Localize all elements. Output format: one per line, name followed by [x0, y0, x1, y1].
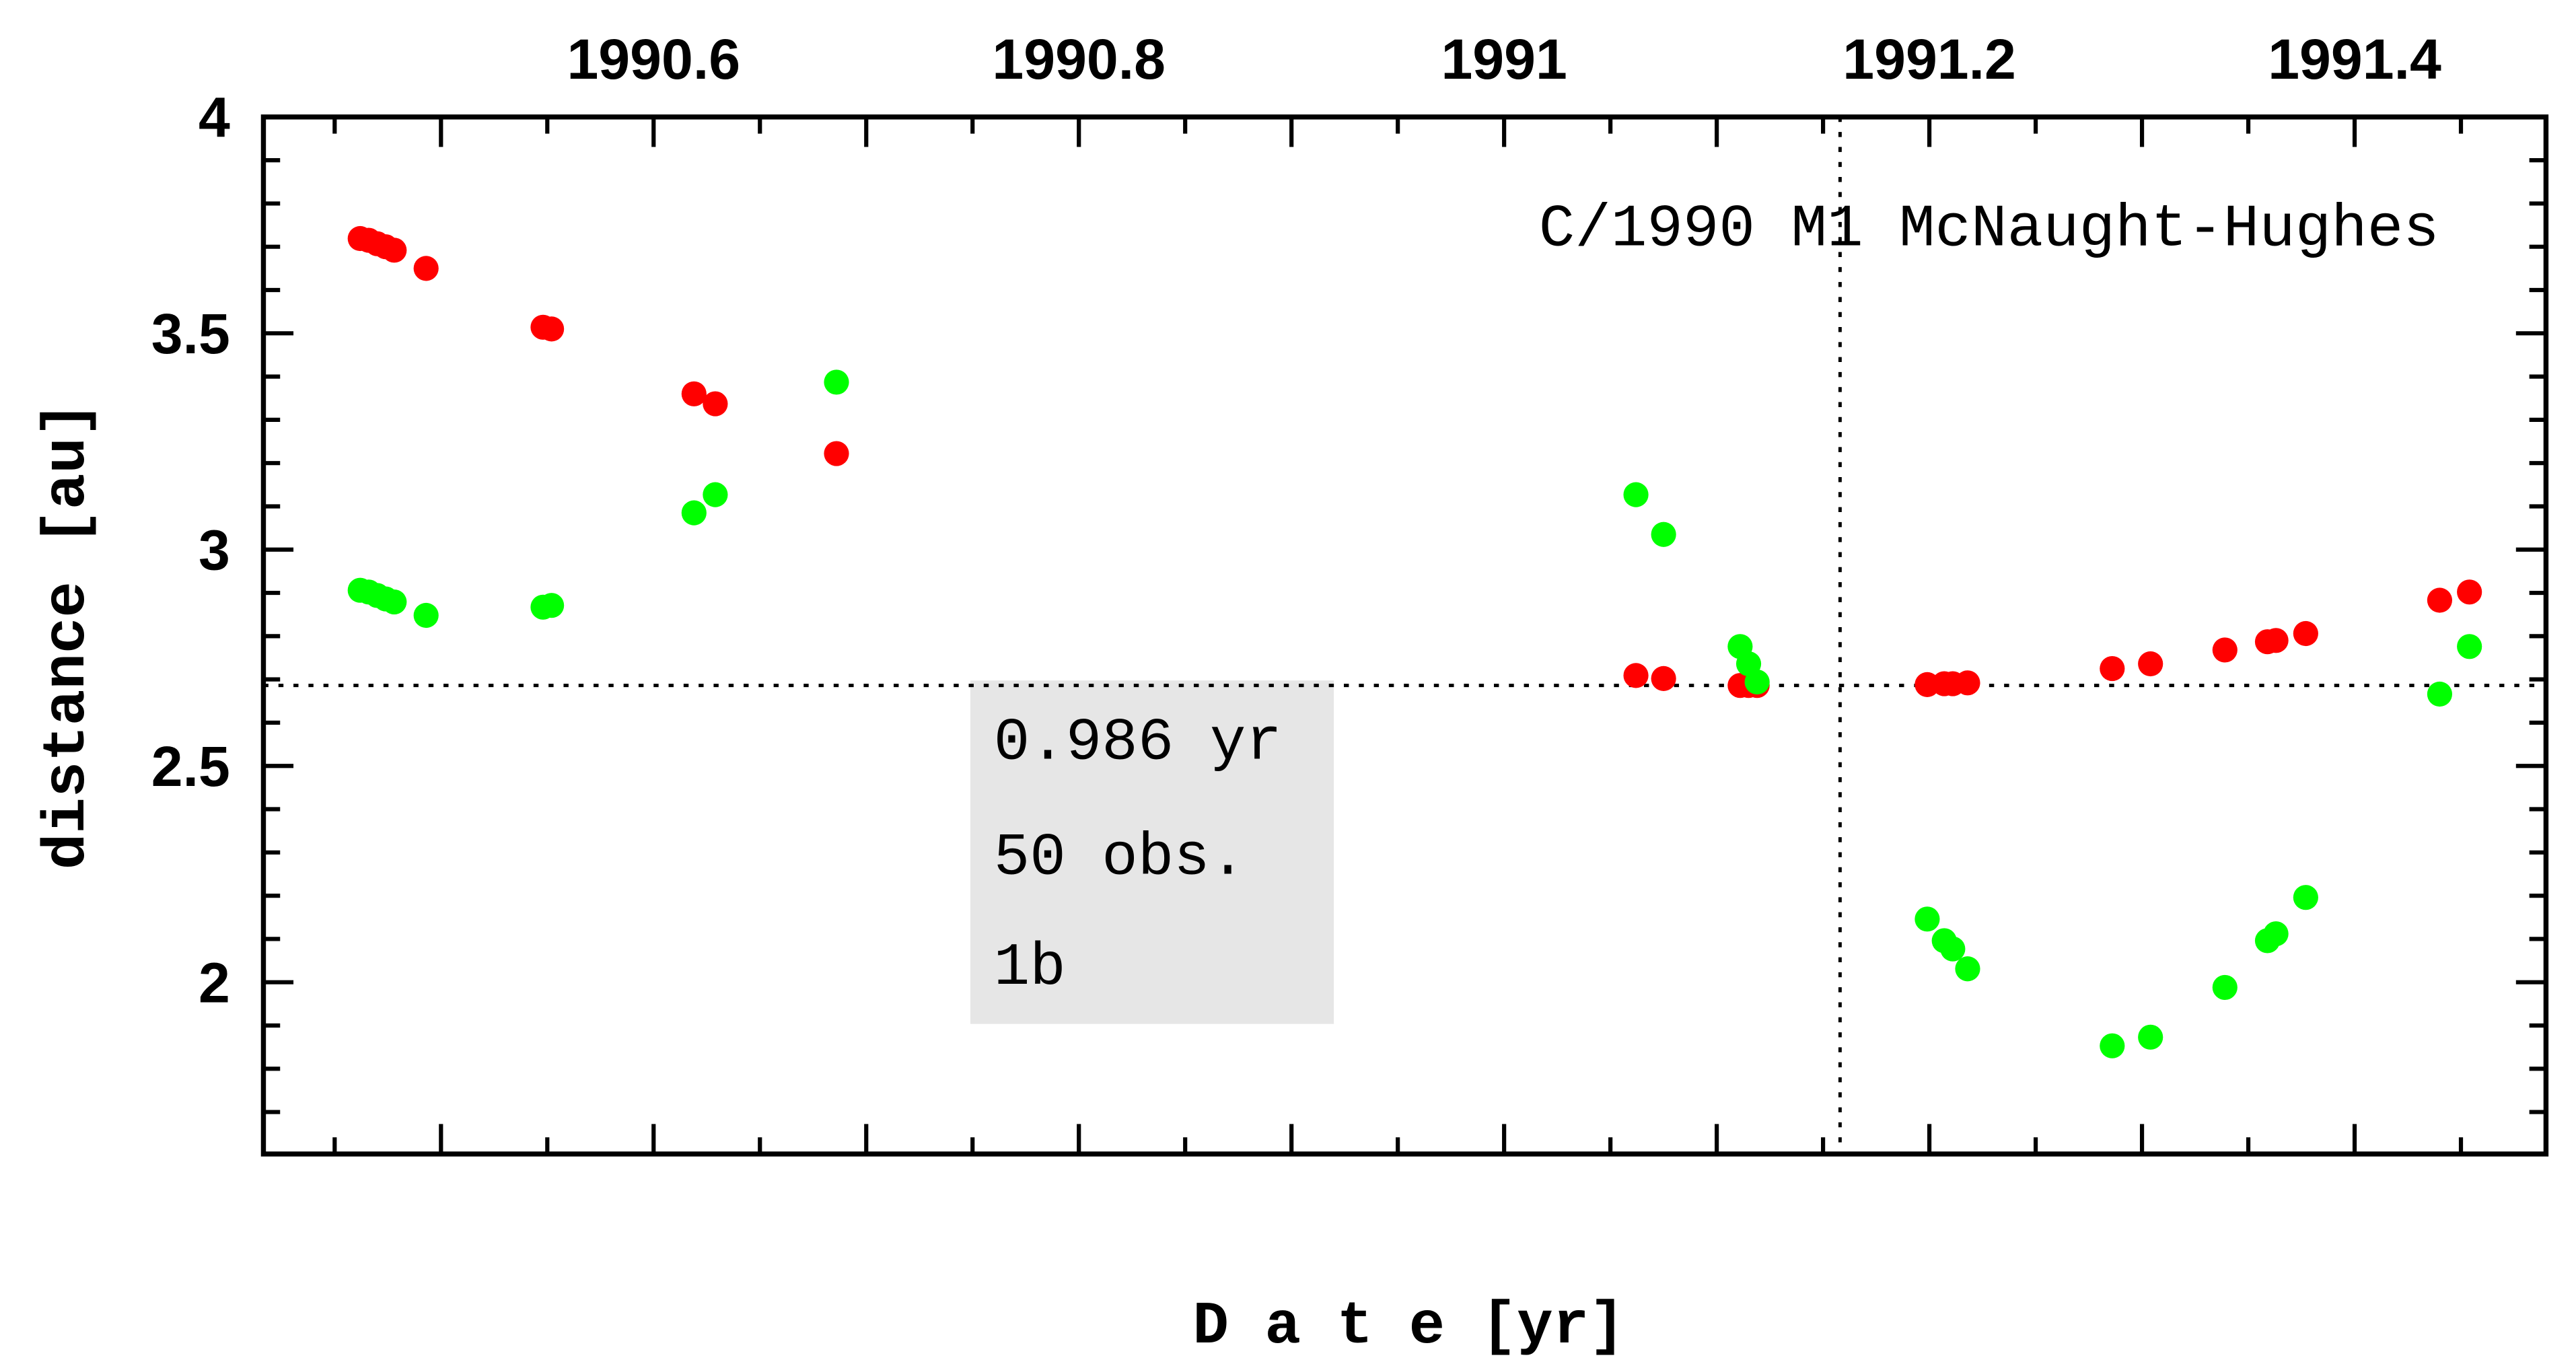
x-tick-label: 1991	[1441, 28, 1567, 91]
data-point-red	[1623, 663, 1649, 688]
data-point-red	[824, 441, 849, 466]
y-tick-label: 3	[199, 518, 230, 581]
y-tick-label: 3.5	[151, 302, 230, 365]
y-axis-title: distance [au]	[34, 401, 102, 869]
data-point-red	[2212, 637, 2238, 663]
data-point-green	[413, 602, 439, 628]
x-tick-label: 1991.2	[1842, 28, 2016, 91]
data-point-green	[539, 593, 565, 618]
x-tick-labels: 1990.6 1990.8 1991 1991.2 1991.4	[567, 28, 2441, 91]
annotation-span: 0.986 yr	[994, 709, 1282, 777]
y-tick-label: 2.5	[151, 735, 230, 798]
axis-ticks	[263, 114, 2546, 1154]
annotation-code: 1b	[994, 934, 1066, 1002]
data-point-green	[2212, 974, 2238, 1000]
data-point-red	[2263, 628, 2289, 653]
data-point-green	[1651, 522, 1676, 547]
data-point-green	[1940, 936, 1966, 962]
data-point-green	[2263, 921, 2289, 947]
data-point-red	[382, 238, 407, 263]
data-point-green	[1623, 482, 1649, 507]
data-point-red	[2293, 620, 2318, 647]
data-point-red	[539, 316, 565, 342]
y-tick-label: 2	[199, 951, 230, 1014]
x-tick-label: 1990.6	[567, 28, 740, 91]
data-points	[347, 225, 2482, 1058]
data-point-green	[1744, 669, 1770, 695]
data-point-red	[2100, 655, 2125, 682]
y-tick-label: 4	[199, 86, 230, 149]
data-point-red	[1651, 666, 1676, 691]
data-point-red	[2457, 579, 2482, 605]
data-point-red	[2427, 587, 2452, 613]
data-point-green	[2293, 885, 2318, 910]
data-point-green	[703, 482, 728, 507]
data-point-green	[1955, 956, 1980, 982]
data-point-green	[2138, 1024, 2163, 1050]
data-point-green	[382, 589, 407, 615]
data-point-red	[413, 256, 439, 281]
data-point-green	[1915, 906, 1940, 932]
plot-frame	[260, 114, 2549, 1157]
data-point-red	[703, 391, 728, 417]
data-point-green	[2457, 634, 2482, 659]
data-point-green	[2427, 681, 2452, 707]
annotation-box	[970, 680, 1334, 1024]
annotation-obs: 50 obs.	[994, 824, 1246, 892]
data-point-red	[1955, 670, 1980, 696]
data-point-red	[681, 381, 707, 406]
chart-title: C/1990 M1 McNaught-Hughes	[1539, 196, 2439, 264]
data-point-green	[681, 500, 707, 526]
data-point-green	[2100, 1033, 2125, 1058]
x-axis-title: D a t e [yr]	[1192, 1293, 1624, 1361]
x-tick-label: 1991.4	[2268, 28, 2441, 91]
data-point-red	[2138, 651, 2163, 677]
y-tick-labels: 2 2.5 3 3.5 4	[151, 86, 230, 1015]
x-tick-label: 1990.8	[992, 28, 1166, 91]
data-point-green	[824, 369, 849, 395]
